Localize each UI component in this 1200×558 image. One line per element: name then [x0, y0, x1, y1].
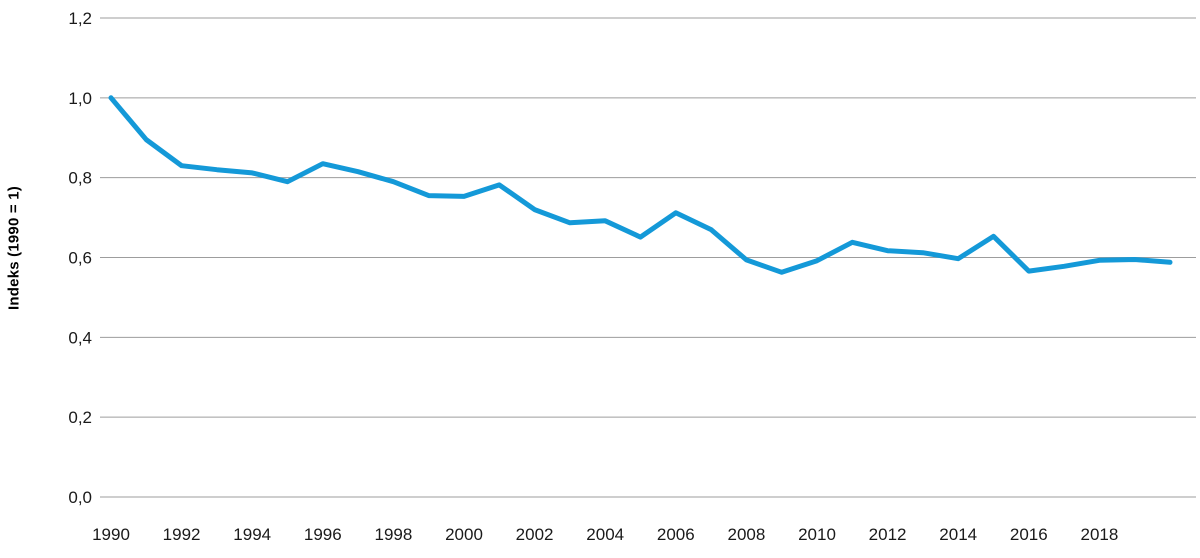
- y-tick-label: 0,8: [68, 169, 92, 188]
- y-tick-label: 0,6: [68, 249, 92, 268]
- x-tick-label: 2018: [1080, 525, 1118, 544]
- y-tick-label: 1,0: [68, 89, 92, 108]
- x-tick-label: 2014: [939, 525, 977, 544]
- x-tick-label: 1990: [92, 525, 130, 544]
- x-tick-label: 1994: [233, 525, 271, 544]
- x-tick-label: 2010: [798, 525, 836, 544]
- x-tick-label: 1996: [304, 525, 342, 544]
- y-tick-label: 0,4: [68, 328, 92, 347]
- x-tick-label: 2000: [445, 525, 483, 544]
- y-tick-label: 0,2: [68, 408, 92, 427]
- x-tick-label: 1998: [374, 525, 412, 544]
- x-tick-label: 2006: [657, 525, 695, 544]
- x-tick-label: 2016: [1010, 525, 1048, 544]
- y-tick-label: 1,2: [68, 9, 92, 28]
- y-tick-label: 0,0: [68, 488, 92, 507]
- x-tick-label: 1992: [163, 525, 201, 544]
- x-tick-label: 2004: [586, 525, 624, 544]
- x-tick-label: 2002: [516, 525, 554, 544]
- x-tick-label: 2008: [727, 525, 765, 544]
- data-line: [108, 95, 1173, 275]
- x-tick-label: 2012: [869, 525, 907, 544]
